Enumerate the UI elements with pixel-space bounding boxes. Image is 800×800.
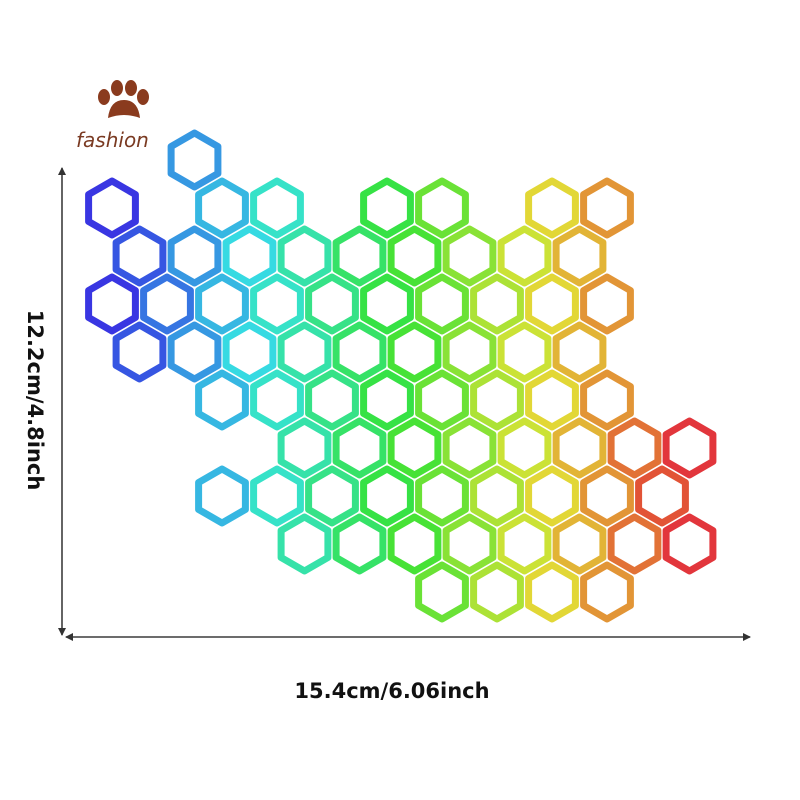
hexagon — [167, 321, 222, 383]
hexagon — [470, 465, 524, 527]
brand-name: fashion — [76, 128, 149, 152]
hexagon — [470, 561, 524, 623]
hexagon — [332, 321, 387, 383]
hexagon — [167, 129, 222, 191]
hexagon — [580, 561, 634, 623]
honeycomb — [85, 129, 717, 623]
hexagon — [580, 273, 634, 335]
hexagon — [250, 177, 304, 239]
hexagon — [250, 465, 304, 527]
hexagon — [442, 417, 497, 479]
hexagon — [662, 513, 717, 575]
hexagon — [195, 177, 249, 239]
hexagon — [580, 369, 634, 431]
hexagon — [607, 417, 662, 479]
hexagon — [525, 177, 579, 239]
hexagon — [415, 561, 469, 623]
hexagon — [442, 225, 497, 287]
hexagon — [662, 417, 717, 479]
hexagon — [497, 321, 552, 383]
hexagon — [85, 273, 139, 335]
hexagon — [525, 369, 579, 431]
hexagon — [525, 561, 579, 623]
hexagon — [112, 225, 167, 287]
hexagon — [305, 369, 359, 431]
hexagon — [222, 321, 277, 383]
hexagon — [277, 417, 332, 479]
hexagon — [497, 225, 552, 287]
hexagon — [497, 513, 552, 575]
hexagon — [222, 225, 277, 287]
hexagon — [277, 321, 332, 383]
hexagon — [360, 465, 414, 527]
hexagon — [525, 465, 579, 527]
hexagon — [442, 513, 497, 575]
hexagon — [250, 369, 304, 431]
hexagon — [250, 273, 304, 335]
hexagon — [332, 417, 387, 479]
hexagon — [195, 465, 249, 527]
hexagon — [497, 417, 552, 479]
hexagon — [552, 321, 607, 383]
hexagon — [195, 369, 249, 431]
hexagon — [470, 369, 524, 431]
hexagon — [415, 273, 469, 335]
hexagon — [277, 513, 332, 575]
hexagon — [305, 273, 359, 335]
hexagon — [387, 225, 442, 287]
hexagon — [277, 225, 332, 287]
hexagon — [195, 273, 249, 335]
hexagon — [332, 225, 387, 287]
hexagon — [85, 177, 139, 239]
hexagon — [112, 321, 167, 383]
hexagon — [552, 225, 607, 287]
hexagon — [635, 465, 689, 527]
hexagon — [387, 321, 442, 383]
hexagon — [552, 417, 607, 479]
hexagon — [305, 465, 359, 527]
hexagon — [442, 321, 497, 383]
hexagon — [580, 465, 634, 527]
hexagon — [415, 177, 469, 239]
hexagon — [552, 513, 607, 575]
hexagon — [415, 465, 469, 527]
hexagon — [167, 225, 222, 287]
width-label: 15.4cm/6.06inch — [294, 679, 489, 703]
hexagon — [415, 369, 469, 431]
hexagon — [580, 177, 634, 239]
hexagon — [525, 273, 579, 335]
hexagon — [332, 513, 387, 575]
hexagon — [387, 513, 442, 575]
hexagon — [607, 513, 662, 575]
hexagon — [470, 273, 524, 335]
height-label: 12.2cm/4.8inch — [23, 310, 47, 491]
hexagon — [360, 369, 414, 431]
paw-logo — [98, 80, 149, 118]
hexagon — [140, 273, 194, 335]
hexagon — [360, 273, 414, 335]
hexagon — [387, 417, 442, 479]
hexagon — [360, 177, 414, 239]
